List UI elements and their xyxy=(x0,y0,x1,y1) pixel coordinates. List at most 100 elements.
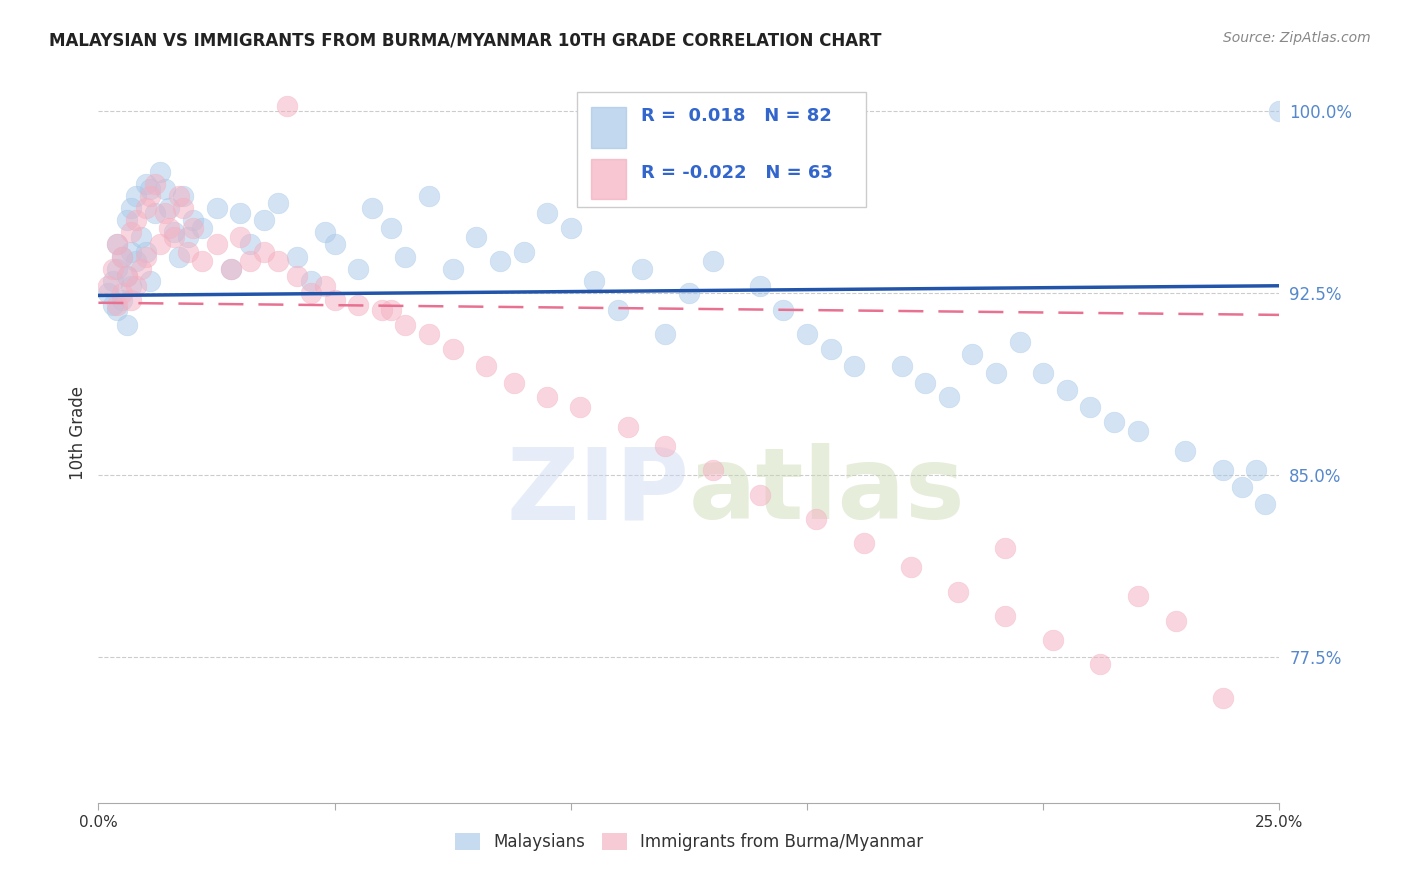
Point xyxy=(105,261,128,276)
Point xyxy=(323,293,346,308)
Point xyxy=(125,254,148,268)
FancyBboxPatch shape xyxy=(576,92,866,207)
Point xyxy=(890,359,912,373)
Point xyxy=(1032,366,1054,380)
Point xyxy=(157,201,180,215)
Point xyxy=(135,244,157,259)
Point xyxy=(115,268,138,283)
Point xyxy=(844,359,866,373)
Point xyxy=(181,220,204,235)
Bar xyxy=(591,107,626,147)
Point xyxy=(560,220,582,235)
Point xyxy=(157,220,180,235)
Text: Source: ZipAtlas.com: Source: ZipAtlas.com xyxy=(1223,31,1371,45)
Point xyxy=(465,230,488,244)
Point xyxy=(115,268,138,283)
Point xyxy=(121,244,143,259)
Point xyxy=(191,254,214,268)
Point xyxy=(219,261,242,276)
Point xyxy=(139,182,162,196)
Point xyxy=(167,250,190,264)
Point xyxy=(239,237,262,252)
Point xyxy=(607,303,630,318)
Point xyxy=(900,560,922,574)
Point xyxy=(512,244,534,259)
Point xyxy=(121,293,143,308)
Point xyxy=(111,293,134,308)
Point xyxy=(125,189,148,203)
Point xyxy=(394,318,416,332)
Point xyxy=(172,189,194,203)
Point xyxy=(153,182,176,196)
Point xyxy=(153,206,176,220)
Point xyxy=(229,230,252,244)
Point xyxy=(796,327,818,342)
Point xyxy=(1212,463,1234,477)
Point xyxy=(111,250,134,264)
Point xyxy=(101,298,124,312)
Point xyxy=(143,206,166,220)
Text: atlas: atlas xyxy=(689,443,966,541)
Point xyxy=(962,347,984,361)
Text: MALAYSIAN VS IMMIGRANTS FROM BURMA/MYANMAR 10TH GRADE CORRELATION CHART: MALAYSIAN VS IMMIGRANTS FROM BURMA/MYANM… xyxy=(49,31,882,49)
Point xyxy=(299,274,322,288)
Point xyxy=(101,274,124,288)
Point xyxy=(984,366,1007,380)
Point xyxy=(149,237,172,252)
Point xyxy=(1174,443,1197,458)
Point xyxy=(380,220,402,235)
Point xyxy=(129,261,152,276)
Point xyxy=(569,400,592,414)
Point xyxy=(177,244,200,259)
Point xyxy=(135,250,157,264)
Point xyxy=(191,220,214,235)
Point xyxy=(1244,463,1267,477)
Point xyxy=(105,298,128,312)
Point xyxy=(121,225,143,239)
Point xyxy=(1008,334,1031,349)
Point xyxy=(347,298,370,312)
Point xyxy=(748,278,770,293)
Point xyxy=(938,391,960,405)
Point xyxy=(125,213,148,227)
Point xyxy=(299,286,322,301)
Point xyxy=(115,213,138,227)
Point xyxy=(702,463,724,477)
Text: R = -0.022   N = 63: R = -0.022 N = 63 xyxy=(641,164,832,183)
Point xyxy=(536,206,558,220)
Point xyxy=(139,274,162,288)
Point xyxy=(852,536,875,550)
Point xyxy=(347,261,370,276)
Point xyxy=(115,318,138,332)
Text: ZIP: ZIP xyxy=(506,443,689,541)
Point xyxy=(111,286,134,301)
Point xyxy=(380,303,402,318)
Point xyxy=(105,237,128,252)
Point xyxy=(1080,400,1102,414)
Point xyxy=(1126,425,1149,439)
Point xyxy=(1042,633,1064,648)
Point xyxy=(205,201,228,215)
Point xyxy=(139,189,162,203)
Point xyxy=(229,206,252,220)
Point xyxy=(441,342,464,356)
Point xyxy=(129,230,152,244)
Point xyxy=(1056,383,1078,397)
Point xyxy=(276,99,298,113)
Point xyxy=(418,327,440,342)
Point xyxy=(475,359,498,373)
Point xyxy=(503,376,526,390)
Point xyxy=(323,237,346,252)
Y-axis label: 10th Grade: 10th Grade xyxy=(69,385,87,480)
Point xyxy=(121,278,143,293)
Point xyxy=(1212,691,1234,706)
Point xyxy=(361,201,384,215)
Point xyxy=(536,391,558,405)
Point xyxy=(314,278,336,293)
Point xyxy=(748,487,770,501)
Point xyxy=(1268,103,1291,118)
Point xyxy=(285,268,308,283)
Point xyxy=(654,439,676,453)
Point xyxy=(820,342,842,356)
Point xyxy=(1164,614,1187,628)
